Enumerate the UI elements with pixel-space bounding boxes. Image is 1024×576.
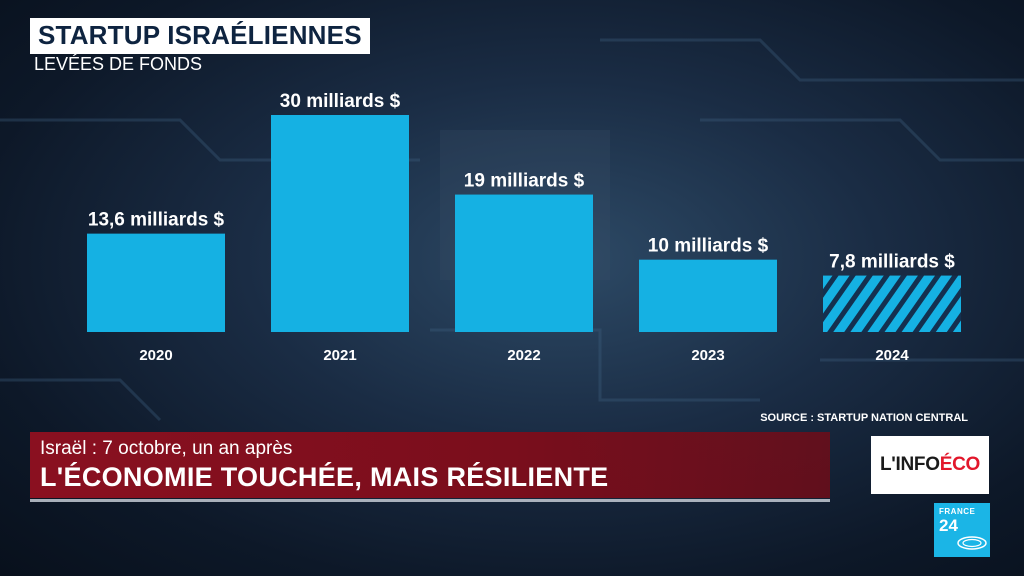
globe-icon xyxy=(957,536,987,550)
data-label-2020: 13,6 milliards $ xyxy=(88,210,225,231)
data-label-2023: 10 milliards $ xyxy=(648,236,769,257)
bar-2020 xyxy=(87,233,225,332)
x-tick-2022: 2022 xyxy=(507,347,540,364)
program-logo-part2: ÉCO xyxy=(939,454,981,475)
lower-third-headline: L'ÉCONOMIE TOUCHÉE, MAIS RÉSILIENTE xyxy=(40,462,609,492)
source-note: SOURCE : STARTUP NATION CENTRAL xyxy=(760,412,968,424)
program-logo: L'INFO ÉCO xyxy=(871,436,989,494)
x-tick-2021: 2021 xyxy=(323,347,356,364)
data-label-2021: 30 milliards $ xyxy=(280,91,401,112)
bar-2022 xyxy=(455,194,593,332)
data-label-2024: 7,8 milliards $ xyxy=(829,252,955,273)
x-tick-2020: 2020 xyxy=(139,347,172,364)
lower-third-kicker: Israël : 7 octobre, un an après xyxy=(40,438,293,459)
program-logo-part1: L'INFO xyxy=(880,454,940,475)
bar-2023 xyxy=(639,259,777,332)
lower-third-banner: Israël : 7 octobre, un an après L'ÉCONOM… xyxy=(30,432,830,498)
channel-logo-line2: 24 xyxy=(939,516,958,535)
x-tick-2024: 2024 xyxy=(875,347,909,364)
channel-logo-line1: FRANCE xyxy=(939,507,976,516)
x-tick-2023: 2023 xyxy=(691,347,724,364)
chart-title-box: STARTUP ISRAÉLIENNES xyxy=(30,18,370,54)
bar-2024 xyxy=(823,275,961,332)
lower-third-rule xyxy=(30,499,830,502)
data-label-2022: 19 milliards $ xyxy=(464,171,585,192)
chart-subtitle: LEVÉES DE FONDS xyxy=(34,54,203,74)
chart-title: STARTUP ISRAÉLIENNES xyxy=(38,20,362,50)
bar-2021 xyxy=(271,115,409,332)
france24-logo: FRANCE 24 xyxy=(934,503,990,557)
